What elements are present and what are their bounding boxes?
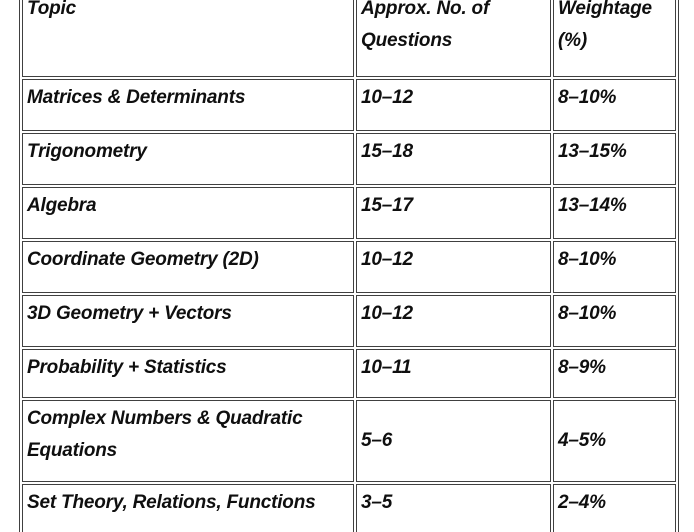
weightage-cell: 8–10% [553, 295, 676, 347]
column-header-weightage: Weightage (%) [553, 0, 676, 77]
questions-cell: 10–12 [356, 241, 551, 293]
weightage-cell: 8–10% [553, 241, 676, 293]
questions-cell: 5–6 [356, 400, 551, 482]
questions-cell: 15–18 [356, 133, 551, 185]
topic-cell: Trigonometry [22, 133, 354, 185]
questions-cell: 3–5 [356, 484, 551, 532]
topic-cell: Complex Numbers & Quadratic Equations [22, 400, 354, 482]
weightage-cell: 8–9% [553, 349, 676, 398]
topic-cell: Matrices & Determinants [22, 79, 354, 131]
table-row: Algebra 15–17 13–14% [22, 187, 676, 239]
topic-cell: 3D Geometry + Vectors [22, 295, 354, 347]
column-header-topic: Topic [22, 0, 354, 77]
weightage-cell: 13–14% [553, 187, 676, 239]
weightage-cell: 2–4% [553, 484, 676, 532]
weightage-cell: 4–5% [553, 400, 676, 482]
questions-cell: 10–12 [356, 79, 551, 131]
weightage-cell: 13–15% [553, 133, 676, 185]
table-row: Trigonometry 15–18 13–15% [22, 133, 676, 185]
table-row: Complex Numbers & Quadratic Equations 5–… [22, 400, 676, 482]
topic-cell: Algebra [22, 187, 354, 239]
topic-cell: Coordinate Geometry (2D) [22, 241, 354, 293]
questions-cell: 10–11 [356, 349, 551, 398]
table-row: Probability + Statistics 10–11 8–9% [22, 349, 676, 398]
weightage-cell: 8–10% [553, 79, 676, 131]
header-row: Topic Approx. No. of Questions Weightage… [22, 0, 676, 77]
topic-cell: Probability + Statistics [22, 349, 354, 398]
questions-cell: 15–17 [356, 187, 551, 239]
table-row: 3D Geometry + Vectors 10–12 8–10% [22, 295, 676, 347]
table-row: Set Theory, Relations, Functions 3–5 2–4… [22, 484, 676, 532]
column-header-questions: Approx. No. of Questions [356, 0, 551, 77]
table-row: Coordinate Geometry (2D) 10–12 8–10% [22, 241, 676, 293]
syllabus-table: Topic Approx. No. of Questions Weightage… [19, 0, 679, 532]
topic-cell: Set Theory, Relations, Functions [22, 484, 354, 532]
table-row: Matrices & Determinants 10–12 8–10% [22, 79, 676, 131]
questions-cell: 10–12 [356, 295, 551, 347]
